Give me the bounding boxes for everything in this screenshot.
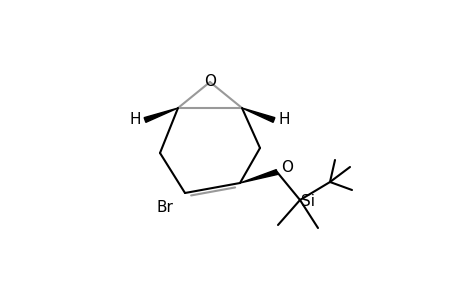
Text: H: H xyxy=(129,112,140,128)
Text: O: O xyxy=(280,160,292,175)
Text: Br: Br xyxy=(156,200,173,215)
Polygon shape xyxy=(240,169,277,183)
Text: O: O xyxy=(203,74,216,88)
Text: Si: Si xyxy=(300,194,314,209)
Polygon shape xyxy=(241,108,274,122)
Text: H: H xyxy=(278,112,289,128)
Polygon shape xyxy=(144,108,178,122)
